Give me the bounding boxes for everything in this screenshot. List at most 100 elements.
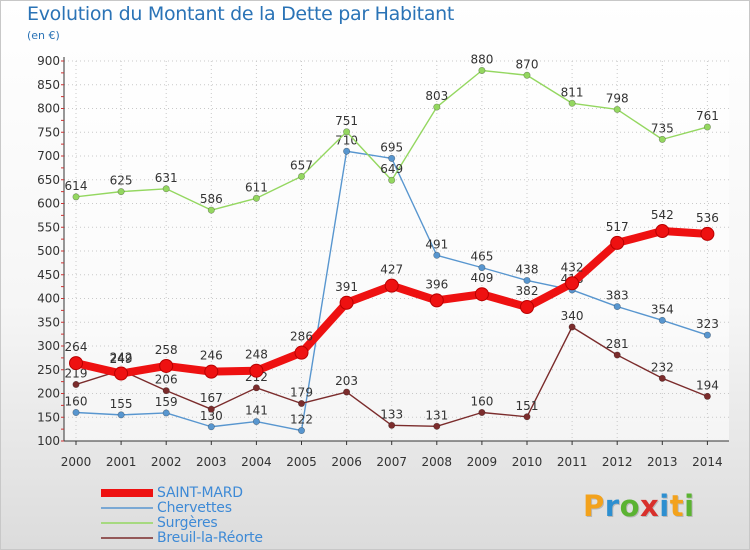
x-tick-label: 2014 <box>692 455 723 469</box>
logo-letter: x <box>640 489 660 523</box>
data-label-surgeres: 614 <box>65 179 88 193</box>
data-point-chervettes <box>72 408 80 416</box>
data-point-breuil-la-reorte <box>658 374 666 382</box>
data-point-saint-mard <box>204 364 219 379</box>
data-label-breuil-la-reorte: 133 <box>380 407 403 421</box>
y-tick-label: 700 <box>37 149 60 163</box>
data-label-chervettes: 491 <box>425 237 448 251</box>
y-tick-label: 550 <box>37 220 60 234</box>
data-point-saint-mard <box>69 356 83 371</box>
x-tick-label: 2007 <box>376 455 407 469</box>
data-point-saint-mard <box>384 278 399 293</box>
data-point-chervettes <box>523 276 531 284</box>
data-point-chervettes <box>162 409 170 417</box>
y-tick-label: 300 <box>37 339 60 353</box>
data-point-saint-mard <box>565 276 580 291</box>
x-tick-label: 2012 <box>602 455 633 469</box>
logo-letter: i <box>659 489 670 523</box>
data-label-breuil-la-reorte: 203 <box>335 374 358 388</box>
data-label-chervettes: 122 <box>290 413 313 427</box>
data-label-surgeres: 870 <box>516 57 539 71</box>
data-label-saint-mard: 248 <box>245 348 268 362</box>
data-point-breuil-la-reorte <box>72 380 80 388</box>
data-label-saint-mard: 286 <box>290 330 313 344</box>
data-label-breuil-la-reorte: 232 <box>651 360 674 374</box>
data-point-chervettes <box>252 418 260 426</box>
logo-letter: P <box>583 489 605 523</box>
data-label-saint-mard: 246 <box>200 349 223 363</box>
data-label-breuil-la-reorte: 160 <box>470 395 493 409</box>
data-point-chervettes <box>343 147 351 155</box>
y-tick-label: 450 <box>37 268 60 282</box>
data-label-surgeres: 798 <box>606 91 629 105</box>
data-point-saint-mard <box>474 287 489 302</box>
y-tick-label: 150 <box>37 410 60 424</box>
data-point-breuil-la-reorte <box>297 399 305 407</box>
y-tick-label: 900 <box>37 54 60 68</box>
legend-item-saint-mard: SAINT-MARD <box>101 486 263 501</box>
data-point-chervettes <box>703 331 711 339</box>
y-tick-label: 100 <box>37 434 60 448</box>
data-label-surgeres: 811 <box>561 85 584 99</box>
legend-label-saint-mard: SAINT-MARD <box>157 485 243 501</box>
data-point-surgeres <box>207 206 215 214</box>
data-label-chervettes: 160 <box>65 395 88 409</box>
y-tick-label: 650 <box>37 173 60 187</box>
x-tick-label: 2003 <box>196 455 227 469</box>
data-point-chervettes <box>117 411 125 419</box>
data-point-breuil-la-reorte <box>478 408 486 416</box>
data-point-surgeres <box>478 67 486 75</box>
data-point-saint-mard <box>429 293 444 308</box>
x-tick-label: 2006 <box>331 455 362 469</box>
data-point-chervettes <box>433 251 441 259</box>
data-point-saint-mard <box>249 363 264 378</box>
data-label-breuil-la-reorte: 206 <box>155 373 178 387</box>
data-label-saint-mard: 542 <box>651 208 674 222</box>
data-label-saint-mard: 517 <box>606 220 629 234</box>
data-point-surgeres <box>162 185 170 193</box>
data-point-breuil-la-reorte <box>433 422 441 430</box>
y-tick-label: 750 <box>37 125 60 139</box>
data-point-saint-mard <box>700 226 715 241</box>
data-point-breuil-la-reorte <box>703 392 711 400</box>
data-label-chervettes: 155 <box>110 397 133 411</box>
data-label-saint-mard: 264 <box>65 340 88 354</box>
data-label-surgeres: 761 <box>696 109 719 123</box>
data-point-surgeres <box>433 103 441 111</box>
x-tick-label: 2011 <box>557 455 588 469</box>
data-label-surgeres: 631 <box>155 171 178 185</box>
legend-label-surgeres: Surgères <box>157 515 218 531</box>
data-label-breuil-la-reorte: 151 <box>516 399 539 413</box>
data-label-chervettes: 141 <box>245 404 268 418</box>
data-label-breuil-la-reorte: 219 <box>65 366 88 380</box>
y-tick-label: 250 <box>37 363 60 377</box>
logo-letter: t <box>669 489 685 523</box>
logo-letter: o <box>619 489 641 523</box>
data-point-saint-mard <box>655 224 670 239</box>
data-point-saint-mard <box>339 295 354 310</box>
data-label-surgeres: 649 <box>380 162 403 176</box>
data-label-surgeres: 586 <box>200 192 223 206</box>
data-label-chervettes: 465 <box>470 250 493 264</box>
data-point-surgeres <box>568 99 576 107</box>
data-label-saint-mard: 391 <box>335 280 358 294</box>
data-point-breuil-la-reorte <box>252 384 260 392</box>
data-label-chervettes: 383 <box>606 289 629 303</box>
data-label-surgeres: 625 <box>110 174 133 188</box>
legend-item-surgeres: Surgères <box>101 516 263 531</box>
data-point-surgeres <box>117 188 125 196</box>
x-tick-label: 2013 <box>647 455 678 469</box>
legend-swatch-breuil-la-reorte <box>101 537 153 539</box>
data-label-saint-mard: 432 <box>561 260 584 274</box>
y-tick-label: 500 <box>37 244 60 258</box>
x-tick-label: 2000 <box>61 455 92 469</box>
data-point-saint-mard <box>520 300 534 315</box>
x-tick-label: 2004 <box>241 455 272 469</box>
data-label-breuil-la-reorte: 281 <box>606 337 629 351</box>
data-point-surgeres <box>388 176 396 184</box>
data-point-breuil-la-reorte <box>162 387 170 395</box>
data-point-surgeres <box>72 193 80 201</box>
data-label-saint-mard: 382 <box>516 284 539 298</box>
data-point-saint-mard <box>159 358 174 373</box>
